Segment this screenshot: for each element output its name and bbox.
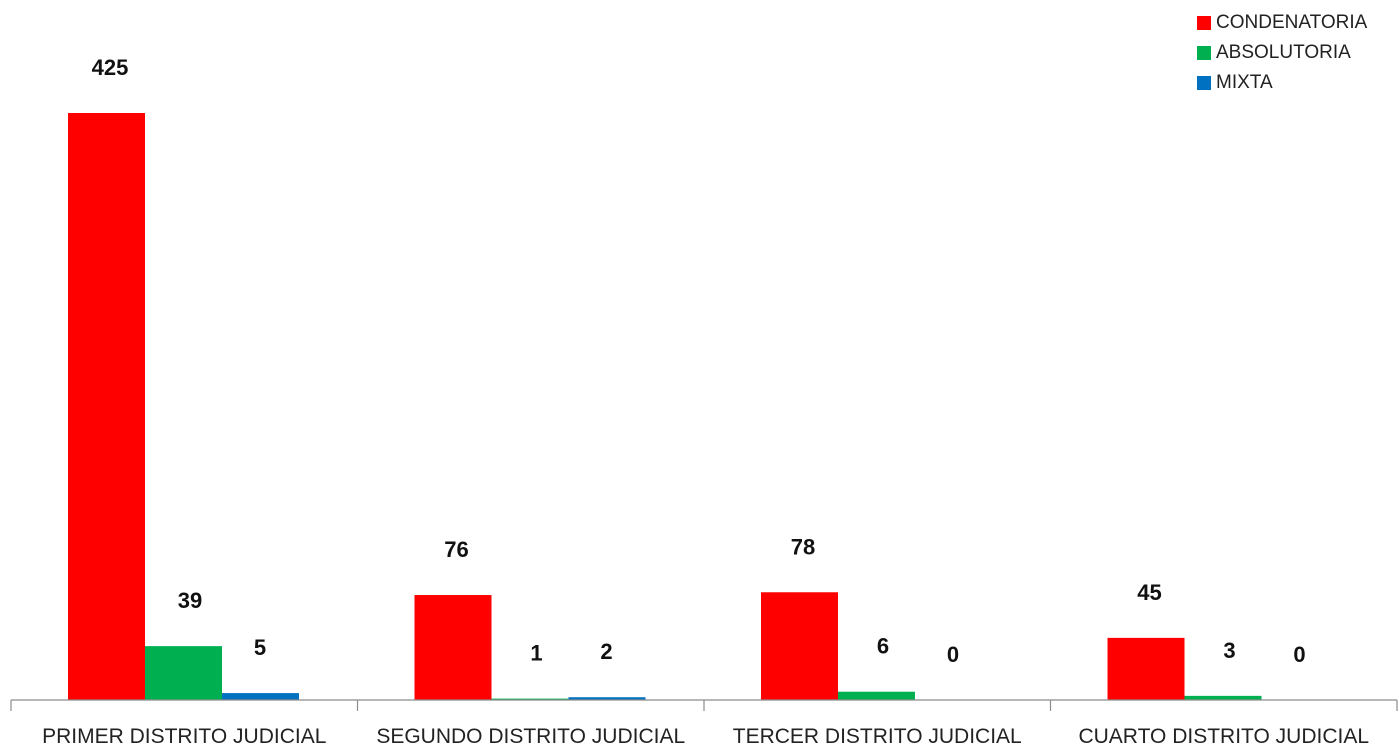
legend-label-absolutoria: ABSOLUTORIA: [1216, 42, 1351, 63]
data-labels-group: 425 39 5 76 1 2 78 6 0 45 3 0: [92, 55, 1306, 667]
category-label-2: SEGUNDO DISTRITO JUDICIAL: [376, 725, 685, 748]
bar-condenatoria-2: [414, 595, 492, 700]
category-labels-group: PRIMER DISTRITO JUDICIAL SEGUNDO DISTRITO…: [42, 725, 1369, 748]
data-label-condenatoria-3: 78: [791, 534, 815, 559]
legend-swatch-condenatoria: [1197, 16, 1211, 30]
data-label-absolutoria-3: 6: [877, 634, 889, 659]
legend-swatch-mixta: [1197, 76, 1211, 90]
bar-condenatoria-4: [1107, 637, 1185, 700]
category-label-4: CUARTO DISTRITO JUDICIAL: [1078, 725, 1369, 748]
bar-absolutoria-3: [838, 691, 915, 700]
data-label-condenatoria-4: 45: [1137, 580, 1161, 605]
legend-label-condenatoria: CONDENATORIA: [1216, 12, 1368, 33]
x-axis: [10, 699, 1398, 711]
legend-swatch-absolutoria: [1197, 46, 1211, 60]
bar-mixta-2: [568, 697, 646, 700]
data-label-mixta-1: 5: [254, 635, 266, 660]
legend-label-mixta: MIXTA: [1216, 72, 1273, 93]
bar-condenatoria-1: [68, 113, 145, 700]
data-label-condenatoria-1: 425: [92, 55, 129, 80]
legend-item-mixta: MIXTA: [1197, 68, 1367, 98]
legend-item-absolutoria: ABSOLUTORIA: [1197, 38, 1367, 68]
data-label-absolutoria-2: 1: [530, 641, 542, 666]
bar-condenatoria-3: [761, 592, 838, 700]
data-label-condenatoria-2: 76: [444, 537, 468, 562]
bar-absolutoria-4: [1184, 695, 1262, 700]
category-label-1: PRIMER DISTRITO JUDICIAL: [42, 725, 326, 748]
legend: CONDENATORIA ABSOLUTORIA MIXTA: [1197, 8, 1367, 98]
data-label-absolutoria-1: 39: [178, 588, 202, 613]
data-label-absolutoria-4: 3: [1223, 638, 1235, 663]
category-label-3: TERCER DISTRITO JUDICIAL: [733, 725, 1022, 748]
bar-absolutoria-2: [491, 698, 569, 700]
legend-item-condenatoria: CONDENATORIA: [1197, 8, 1367, 38]
bars-group: [68, 113, 1262, 700]
bar-mixta-1: [222, 693, 299, 700]
bar-absolutoria-1: [145, 646, 222, 700]
data-label-mixta-2: 2: [600, 639, 612, 664]
data-label-mixta-4: 0: [1293, 642, 1305, 667]
data-label-mixta-3: 0: [947, 642, 959, 667]
